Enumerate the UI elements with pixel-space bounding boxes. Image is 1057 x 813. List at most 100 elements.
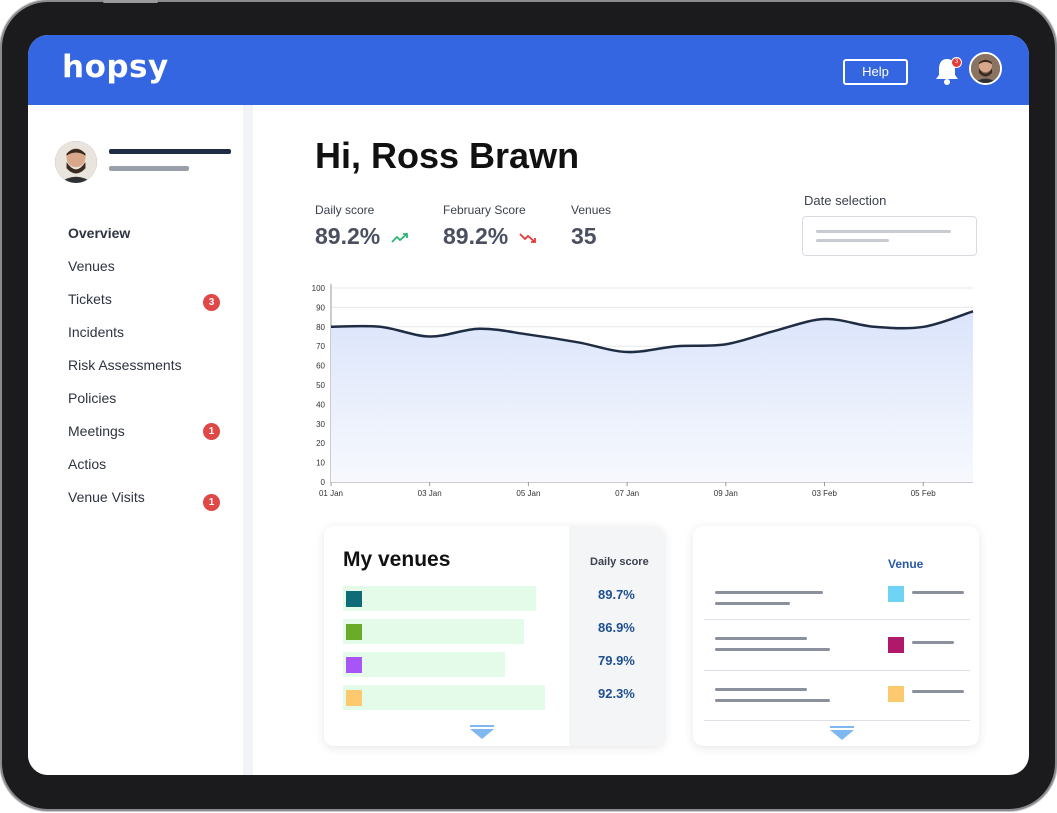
daily-score-column xyxy=(569,526,664,746)
y-tick-label: 70 xyxy=(316,342,325,351)
y-tick-label: 100 xyxy=(312,284,326,293)
row-divider xyxy=(704,670,970,671)
y-tick-label: 90 xyxy=(316,303,325,312)
venue-color-swatch xyxy=(888,686,904,702)
text-placeholder-line xyxy=(715,591,823,594)
date-placeholder-line xyxy=(816,230,951,233)
sidebar-item-overview[interactable]: Overview xyxy=(68,225,238,258)
y-tick-label: 0 xyxy=(321,478,326,487)
user-avatar-icon[interactable] xyxy=(969,52,1002,85)
text-placeholder-line xyxy=(715,637,807,640)
text-placeholder-line xyxy=(715,602,790,605)
metric-label: Venues xyxy=(571,203,612,217)
venue-color-swatch xyxy=(888,637,904,653)
venue-bar[interactable] xyxy=(343,619,524,644)
venue-visits-count-badge: 1 xyxy=(203,494,220,511)
trend-down-icon xyxy=(518,233,536,243)
top-bar: hopsy Help 3 xyxy=(28,35,1029,105)
sidebar-item-policies[interactable]: Policies xyxy=(68,390,238,423)
sidebar-item-label: Incidents xyxy=(68,324,125,340)
venue-score: 79.9% xyxy=(598,653,635,668)
series-line xyxy=(330,310,974,354)
x-tick-label: 05 Jan xyxy=(516,489,540,498)
venue-list-card: Venue xyxy=(693,526,979,746)
profile-role-placeholder xyxy=(109,166,189,171)
row-divider xyxy=(704,619,970,620)
y-tick-label: 80 xyxy=(316,323,325,332)
x-tick-label: 03 Feb xyxy=(812,489,837,498)
venue-score: 86.9% xyxy=(598,620,635,635)
february-score-metric: February Score 89.2% xyxy=(443,203,537,250)
metric-number: 89.2% xyxy=(315,223,381,249)
metric-value: 89.2% xyxy=(315,223,409,250)
y-tick-label: 20 xyxy=(316,439,325,448)
sidebar: Overview Venues Tickets 3 Incidents Risk… xyxy=(28,105,253,775)
venue-color-swatch xyxy=(888,586,904,602)
notification-badge: 3 xyxy=(951,57,962,68)
meetings-count-badge: 1 xyxy=(203,423,220,440)
sidebar-item-label: Venues xyxy=(68,258,115,274)
text-placeholder-line xyxy=(715,699,830,702)
tickets-count-badge: 3 xyxy=(203,294,220,311)
venue-color-swatch xyxy=(346,624,362,640)
sidebar-item-venue-visits[interactable]: Venue Visits 1 xyxy=(68,489,238,522)
sidebar-item-label: Overview xyxy=(68,225,131,241)
date-selection-label: Date selection xyxy=(804,193,887,208)
text-placeholder-line xyxy=(912,591,964,594)
venues-metric: Venues 35 xyxy=(571,203,611,250)
my-venues-title: My venues xyxy=(343,548,451,571)
sidebar-item-label: Meetings xyxy=(68,423,125,439)
help-button[interactable]: Help xyxy=(843,59,908,85)
venue-bar[interactable] xyxy=(343,652,505,677)
score-chart: 0 10 20 30 40 50 60 70 80 90 100 01 Jan 03 Jan 05 Jan… xyxy=(312,284,974,498)
metric-label: Daily score xyxy=(315,203,375,217)
venue-score: 92.3% xyxy=(598,686,635,701)
sidebar-item-label: Policies xyxy=(68,390,117,406)
profile-name-placeholder xyxy=(109,149,231,154)
sidebar-item-risk-assessments[interactable]: Risk Assessments xyxy=(68,357,238,390)
trend-up-icon xyxy=(390,233,408,243)
text-placeholder-line xyxy=(715,688,807,691)
venue-color-swatch xyxy=(346,591,362,607)
series-area xyxy=(331,311,973,482)
date-selection-field[interactable] xyxy=(802,216,977,256)
sidebar-item-incidents[interactable]: Incidents xyxy=(68,324,238,357)
venue-score: 89.7% xyxy=(598,587,635,602)
sidebar-item-meetings[interactable]: Meetings 1 xyxy=(68,423,238,456)
sidebar-item-tickets[interactable]: Tickets 3 xyxy=(68,291,238,324)
x-tick-label: 01 Jan xyxy=(319,489,343,498)
y-tick-label: 40 xyxy=(316,400,325,409)
metric-label: February Score xyxy=(443,203,526,217)
text-placeholder-line xyxy=(912,690,964,693)
daily-score-metric: Daily score 89.2% xyxy=(315,203,409,250)
sidebar-item-label: Venue Visits xyxy=(68,489,145,505)
venue-bar[interactable] xyxy=(343,685,545,710)
text-placeholder-line xyxy=(912,641,954,644)
venue-header: Venue xyxy=(888,557,924,571)
y-tick-label: 50 xyxy=(316,381,325,390)
expand-arrow-icon[interactable] xyxy=(470,729,494,739)
venue-bar[interactable] xyxy=(343,586,536,611)
sidebar-item-label: Actios xyxy=(68,456,107,472)
metric-number: 35 xyxy=(571,223,597,249)
y-tick-label: 10 xyxy=(316,459,325,468)
sidebar-item-actios[interactable]: Actios xyxy=(68,456,238,489)
page-title: Hi, Ross Brawn xyxy=(315,135,580,176)
profile-avatar-icon[interactable] xyxy=(55,141,97,183)
text-placeholder-line xyxy=(715,648,830,651)
venue-color-swatch xyxy=(346,690,362,706)
row-divider xyxy=(704,720,970,721)
expand-arrow-icon[interactable] xyxy=(830,730,854,740)
sidebar-item-venues[interactable]: Venues xyxy=(68,258,238,291)
y-tick-label: 30 xyxy=(316,420,325,429)
hopsy-logo[interactable]: hopsy xyxy=(62,49,169,85)
x-tick-label: 07 Jan xyxy=(615,489,639,498)
sidebar-item-label: Risk Assessments xyxy=(68,357,182,373)
my-venues-card: My venues Daily score 89.7% 86.9% 79.9% … xyxy=(324,526,664,746)
y-tick-label: 60 xyxy=(316,362,325,371)
metric-number: 89.2% xyxy=(443,223,509,249)
sidebar-nav: Overview Venues Tickets 3 Incidents Risk… xyxy=(68,225,238,522)
metric-value: 89.2% xyxy=(443,223,537,250)
x-tick-label: 05 Feb xyxy=(911,489,936,498)
x-tick-label: 03 Jan xyxy=(418,489,442,498)
